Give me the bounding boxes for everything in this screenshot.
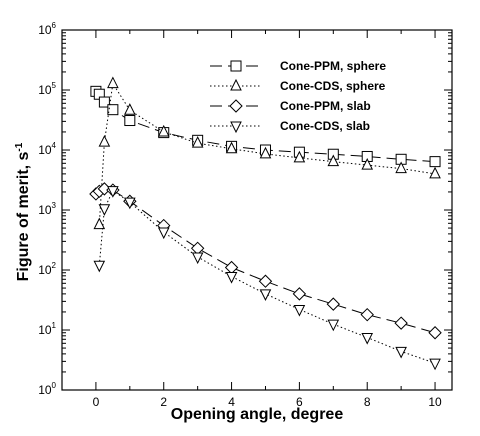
x-axis-label: Opening angle, degree — [171, 406, 344, 423]
series-cone-cds-sphere — [93, 76, 441, 230]
y-tick-label: 106 — [38, 21, 56, 37]
data-point — [225, 271, 238, 284]
series-cone-ppm-slab — [89, 182, 442, 340]
data-point — [360, 307, 374, 322]
x-tick-label: 2 — [160, 395, 167, 409]
data-point — [428, 326, 442, 340]
data-point — [293, 150, 306, 163]
data-point — [395, 161, 407, 174]
series-line — [95, 90, 436, 163]
legend: Cone-PPM, sphere Cone-CDS, sphere Cone-PPM… — [210, 59, 386, 134]
data-point — [292, 287, 307, 301]
data-point — [98, 96, 110, 108]
series-cone-cds-slab — [93, 186, 441, 371]
y-tick-base: 10 — [38, 203, 52, 217]
y-axis-label-text: Figure of merit, s — [15, 151, 32, 281]
legend-label: Cone-CDS, slab — [280, 119, 370, 133]
data-point — [225, 141, 238, 154]
data-point — [191, 136, 204, 148]
data-point — [107, 186, 119, 198]
y-axis-label: Figure of merit, s-1 — [14, 142, 32, 281]
y-tick-label: 101 — [38, 321, 56, 337]
y-tick-label: 103 — [38, 201, 56, 217]
data-point — [395, 346, 407, 359]
series-line — [95, 188, 436, 334]
data-point — [157, 227, 170, 240]
data-point — [191, 252, 204, 265]
legend-label: Cone-PPM, slab — [280, 99, 371, 113]
data-point — [326, 297, 341, 311]
x-tick-label: 8 — [364, 395, 371, 409]
data-point — [107, 104, 119, 116]
y-tick-base: 10 — [38, 383, 52, 397]
y-tick-exponent: 4 — [52, 141, 57, 150]
x-tick-label: 4 — [228, 395, 235, 409]
series-layer — [89, 76, 442, 371]
y-tick-label: 100 — [38, 381, 56, 397]
x-tick-label: 6 — [296, 395, 303, 409]
y-tick-base: 10 — [38, 83, 52, 97]
plot-frame — [61, 29, 453, 391]
data-point — [293, 304, 306, 317]
data-point — [107, 76, 119, 89]
x-tick-label: 0 — [93, 395, 100, 409]
y-tick-base: 10 — [38, 143, 52, 157]
legend-marker — [230, 78, 242, 91]
y-axis-label-group: Figure of merit, s-1 — [14, 142, 32, 281]
y-tick-exponent: 5 — [52, 81, 57, 90]
data-point — [124, 103, 136, 115]
y-tick-base: 10 — [38, 263, 52, 277]
data-point — [327, 319, 340, 332]
data-point — [429, 166, 441, 179]
data-point — [259, 289, 272, 301]
legend-label: Cone-PPM, sphere — [280, 59, 386, 73]
data-point — [327, 154, 340, 167]
data-point — [224, 260, 239, 275]
data-point — [259, 146, 272, 159]
data-point — [361, 332, 374, 345]
y-tick-label: 104 — [38, 141, 56, 157]
data-point — [98, 204, 111, 216]
y-axis-label-superscript: -1 — [14, 142, 25, 151]
data-point — [361, 157, 374, 170]
y-tick-label: 105 — [38, 81, 56, 97]
y-tick-base: 10 — [38, 323, 52, 337]
y-tick-exponent: 1 — [52, 321, 57, 330]
data-point — [98, 135, 111, 147]
legend-label: Cone-CDS, sphere — [280, 79, 386, 93]
y-tick-base: 10 — [38, 23, 52, 37]
legend-marker — [230, 60, 242, 72]
data-point — [429, 156, 441, 168]
x-tick-label: 10 — [428, 395, 442, 409]
y-tick-exponent: 0 — [52, 381, 57, 390]
legend-marker — [230, 121, 242, 134]
data-point — [258, 274, 273, 288]
y-tick-label: 102 — [38, 261, 56, 277]
data-point — [429, 358, 441, 371]
y-tick-exponent: 6 — [52, 21, 57, 30]
data-point — [157, 124, 170, 137]
data-point — [394, 316, 408, 330]
y-tick-exponent: 2 — [52, 261, 57, 270]
legend-marker — [229, 99, 243, 113]
y-tick-exponent: 3 — [52, 201, 57, 210]
data-point — [93, 217, 106, 230]
data-point — [124, 115, 136, 127]
data-point — [124, 197, 136, 210]
data-point — [93, 260, 106, 273]
